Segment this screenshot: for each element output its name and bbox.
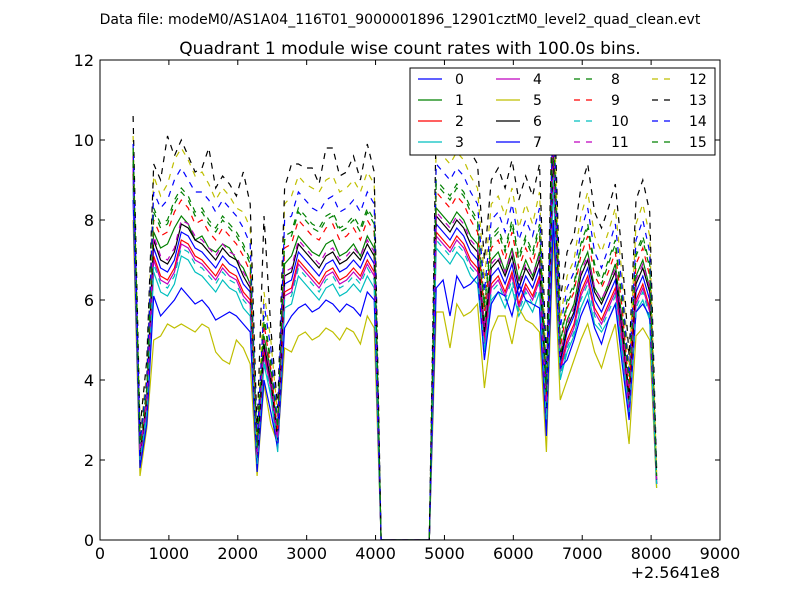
legend-item-7: 7 xyxy=(496,135,542,151)
legend-item-11: 11 xyxy=(574,135,629,151)
x-tick-label: 3000 xyxy=(286,544,327,563)
legend-label-14: 14 xyxy=(689,114,707,130)
x-tick-label: 1000 xyxy=(149,544,190,563)
legend-item-14: 14 xyxy=(652,114,707,130)
legend-label-8: 8 xyxy=(611,72,620,88)
y-tick-label: 10 xyxy=(74,131,94,150)
legend-label-3: 3 xyxy=(455,135,464,151)
y-tick-label: 2 xyxy=(84,451,94,470)
legend-item-5: 5 xyxy=(496,93,542,109)
legend-item-6: 6 xyxy=(496,114,542,130)
series-line-3 xyxy=(132,183,658,540)
x-tick-label: 8000 xyxy=(631,544,672,563)
x-tick-label: 5000 xyxy=(424,544,465,563)
y-tick-label: 0 xyxy=(84,531,94,550)
y-tick-label: 12 xyxy=(74,51,94,70)
legend-label-10: 10 xyxy=(611,114,629,130)
legend-label-0: 0 xyxy=(455,72,464,88)
x-tick-label: 0 xyxy=(95,544,105,563)
plot-frame xyxy=(99,59,721,541)
legend-item-4: 4 xyxy=(496,72,542,88)
series-line-8 xyxy=(132,115,658,540)
x-tick-label: 6000 xyxy=(493,544,534,563)
legend-item-3: 3 xyxy=(418,135,464,151)
legend-label-7: 7 xyxy=(533,135,542,151)
chart-suptitle: Data file: modeM0/AS1A04_116T01_90000018… xyxy=(100,12,701,28)
x-tick-label: 2000 xyxy=(217,544,258,563)
legend-item-9: 9 xyxy=(574,93,620,109)
series-line-10 xyxy=(132,175,658,540)
legend-label-15: 15 xyxy=(689,135,707,151)
series-line-2 xyxy=(132,163,658,540)
x-tick-label: 7000 xyxy=(562,544,603,563)
y-tick-label: 8 xyxy=(84,211,94,230)
axis-ticks: 0 1000 2000 3000 4000 5000 6000 7000 8000 9000 0 2 4… xyxy=(74,51,741,563)
legend-item-2: 2 xyxy=(418,114,464,130)
legend-label-12: 12 xyxy=(689,72,707,88)
legend-label-6: 6 xyxy=(533,114,542,130)
series-line-5 xyxy=(132,219,658,540)
chart-title: Quadrant 1 module wise count rates with … xyxy=(179,39,640,59)
legend-item-13: 13 xyxy=(652,93,707,109)
series-line-1 xyxy=(132,139,658,540)
series-line-4 xyxy=(132,167,658,540)
legend-label-9: 9 xyxy=(611,93,620,109)
legend-label-4: 4 xyxy=(533,72,542,88)
y-tick-label: 6 xyxy=(84,291,94,310)
legend-item-12: 12 xyxy=(652,72,707,88)
series-line-14 xyxy=(132,99,658,540)
x-tick-label: 4000 xyxy=(355,544,396,563)
legend-item-8: 8 xyxy=(574,72,620,88)
x-tick-label: 9000 xyxy=(700,544,741,563)
legend-label-13: 13 xyxy=(689,93,707,109)
legend-label-1: 1 xyxy=(455,93,464,109)
series-line-7 xyxy=(132,199,658,540)
legend-item-1: 1 xyxy=(418,93,464,109)
legend-label-2: 2 xyxy=(455,114,464,130)
legend-label-11: 11 xyxy=(611,135,629,151)
series-line-11 xyxy=(132,143,658,540)
series-line-9 xyxy=(132,123,658,540)
series-layer xyxy=(132,67,658,540)
y-tick-label: 4 xyxy=(84,371,94,390)
legend-item-10: 10 xyxy=(574,114,629,130)
series-line-6 xyxy=(132,147,658,540)
legend-item-15: 15 xyxy=(652,135,707,151)
series-line-15 xyxy=(132,119,658,540)
legend-label-5: 5 xyxy=(533,93,542,109)
series-line-0 xyxy=(132,155,658,540)
legend-box xyxy=(409,67,716,156)
legend-item-0: 0 xyxy=(418,72,464,88)
x-offset-label: +2.5641e8 xyxy=(631,563,720,582)
